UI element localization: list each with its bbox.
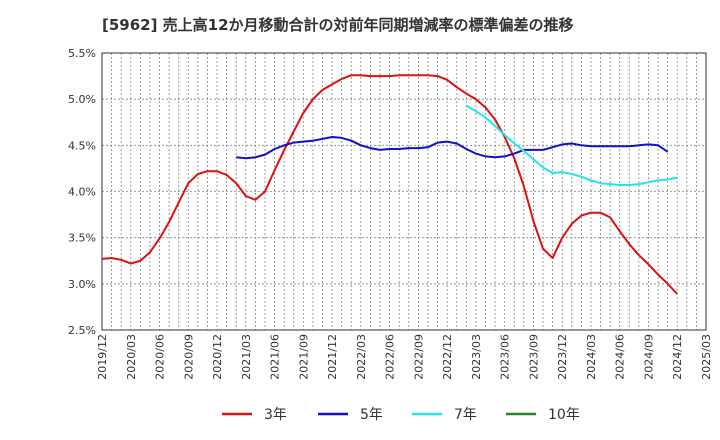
series-group — [101, 74, 678, 295]
y-tick-label: 4.5% — [68, 139, 96, 152]
legend-label: 3年 — [264, 407, 287, 423]
x-tick-label: 2020/12 — [211, 334, 224, 380]
x-tick-label: 2022/09 — [412, 334, 425, 380]
x-tick-label: 2019/12 — [96, 334, 109, 380]
legend-label: 5年 — [360, 407, 383, 423]
x-tick-label: 2020/03 — [125, 334, 138, 380]
y-tick-label: 2.5% — [68, 324, 96, 337]
legend-label: 7年 — [454, 407, 477, 423]
plot-border — [101, 52, 707, 331]
y-axis: 5.5% 5.0% 4.5% 4.0% 3.5% 3.0% 2.5% — [68, 47, 96, 337]
series-line-2 — [465, 104, 678, 186]
x-tick-label: 2024/03 — [585, 334, 598, 380]
x-tick-label: 2023/06 — [499, 334, 512, 380]
x-tick-label: 2024/12 — [671, 334, 684, 380]
x-tick-label: 2025/03 — [700, 334, 713, 380]
x-tick-label: 2024/06 — [614, 334, 627, 380]
legend: 3年 5年 7年 10年 — [222, 407, 580, 423]
x-tick-label: 2020/09 — [182, 334, 195, 380]
x-tick-label: 2023/12 — [556, 334, 569, 380]
x-tick-label: 2021/06 — [269, 334, 282, 380]
y-tick-label: 5.0% — [68, 93, 96, 106]
x-tick-label: 2022/06 — [384, 334, 397, 380]
x-tick-label: 2023/09 — [527, 334, 540, 380]
x-tick-label: 2022/03 — [355, 334, 368, 380]
series-line-0 — [101, 74, 678, 295]
x-tick-label: 2021/03 — [240, 334, 253, 380]
chart-title: [5962] 売上高12か月移動合計の対前年同期増減率の標準偏差の推移 — [102, 16, 574, 34]
y-tick-label: 3.0% — [68, 278, 96, 291]
x-tick-label: 2021/09 — [297, 334, 310, 380]
x-tick-label: 2021/12 — [326, 334, 339, 380]
x-tick-label: 2024/09 — [642, 334, 655, 380]
series-line-1 — [236, 136, 669, 160]
y-tick-label: 3.5% — [68, 232, 96, 245]
x-tick-label: 2023/03 — [470, 334, 483, 380]
y-tick-label: 4.0% — [68, 186, 96, 199]
x-tick-label: 2022/12 — [441, 334, 454, 380]
legend-label: 10年 — [548, 407, 580, 423]
y-tick-label: 5.5% — [68, 47, 96, 60]
x-axis: 2019/12 2020/03 2020/06 2020/09 2020/12 2021/… — [96, 334, 713, 380]
x-tick-label: 2020/06 — [154, 334, 167, 380]
